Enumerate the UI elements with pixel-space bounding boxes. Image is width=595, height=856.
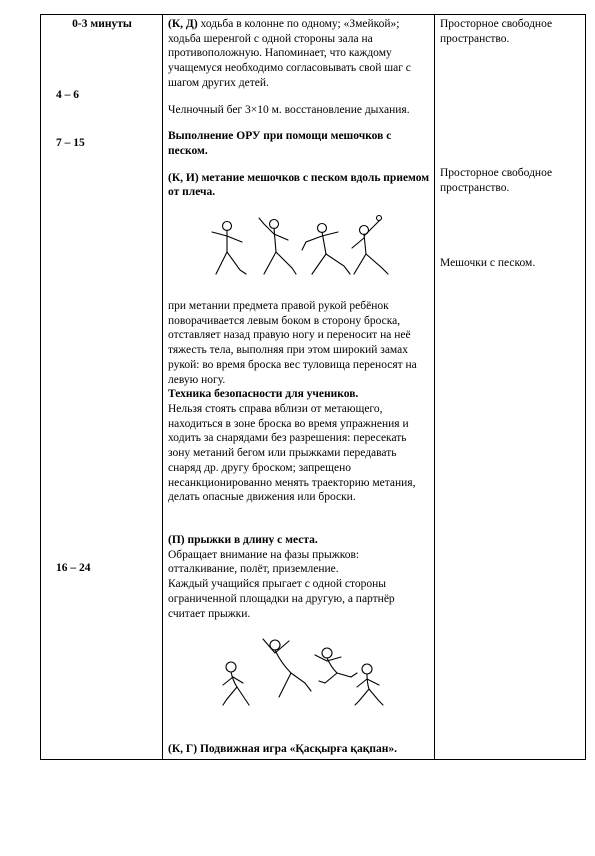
safety-body: Нельзя стоять справа вблизи от метающего… bbox=[168, 403, 415, 503]
activity-column: (К, Д) ходьба в колонне по одному; «Змей… bbox=[163, 15, 435, 760]
throwing-figure bbox=[168, 212, 430, 287]
jump-title: (П) прыжки в длину с места. bbox=[168, 533, 430, 548]
game-title: (К, Г) Подвижная игра «Қасқырға қақпан». bbox=[168, 742, 430, 757]
resources-column: Просторное свободное пространство. Прост… bbox=[435, 15, 586, 760]
resource-1: Просторное свободное пространство. bbox=[440, 17, 581, 46]
time-column: 0-3 минуты 4 – 6 7 – 15 16 – 24 bbox=[41, 15, 163, 760]
intro-text: (К, Д) ходьба в колонне по одному; «Змей… bbox=[168, 17, 430, 91]
throwing-svg bbox=[204, 212, 394, 282]
oru-title: Выполнение ОРУ при помощи мешочков с пес… bbox=[168, 129, 430, 158]
shuttle-text: Челночный бег 3×10 м. восстановление дых… bbox=[168, 103, 430, 118]
throwing-title: (К, И) метание мешочков с песком вдоль п… bbox=[168, 171, 430, 200]
time-entry-2: 4 – 6 bbox=[46, 88, 158, 103]
intro-prefix: (К, Д) bbox=[168, 18, 198, 30]
table-row: 0-3 минуты 4 – 6 7 – 15 16 – 24 (К, Д) х… bbox=[41, 15, 586, 760]
time-entry-1: 0-3 минуты bbox=[46, 17, 158, 32]
jump-p2: Каждый учащийся прыгает с одной стороны … bbox=[168, 577, 430, 621]
jump-figure bbox=[168, 633, 430, 716]
safety-block: Техника безопасности для учеников. Нельз… bbox=[168, 387, 430, 505]
resource-3: Мешочки с песком. bbox=[440, 256, 581, 271]
intro-body: ходьба в колонне по одному; «Змейкой»; х… bbox=[168, 18, 411, 89]
jump-svg bbox=[209, 633, 389, 711]
spacer bbox=[168, 505, 430, 533]
time-entry-4: 16 – 24 bbox=[46, 561, 158, 576]
throw-desc: при метании предмета правой рукой ребёно… bbox=[168, 299, 430, 387]
spacer-2 bbox=[168, 728, 430, 742]
document-page: 0-3 минуты 4 – 6 7 – 15 16 – 24 (К, Д) х… bbox=[0, 14, 595, 856]
lesson-plan-table: 0-3 минуты 4 – 6 7 – 15 16 – 24 (К, Д) х… bbox=[40, 14, 586, 760]
safety-title: Техника безопасности для учеников. bbox=[168, 388, 358, 400]
resource-2: Просторное свободное пространство. bbox=[440, 166, 581, 195]
time-entry-3: 7 – 15 bbox=[46, 136, 158, 151]
jump-p1: Обращает внимание на фазы прыжков: оттал… bbox=[168, 548, 430, 577]
